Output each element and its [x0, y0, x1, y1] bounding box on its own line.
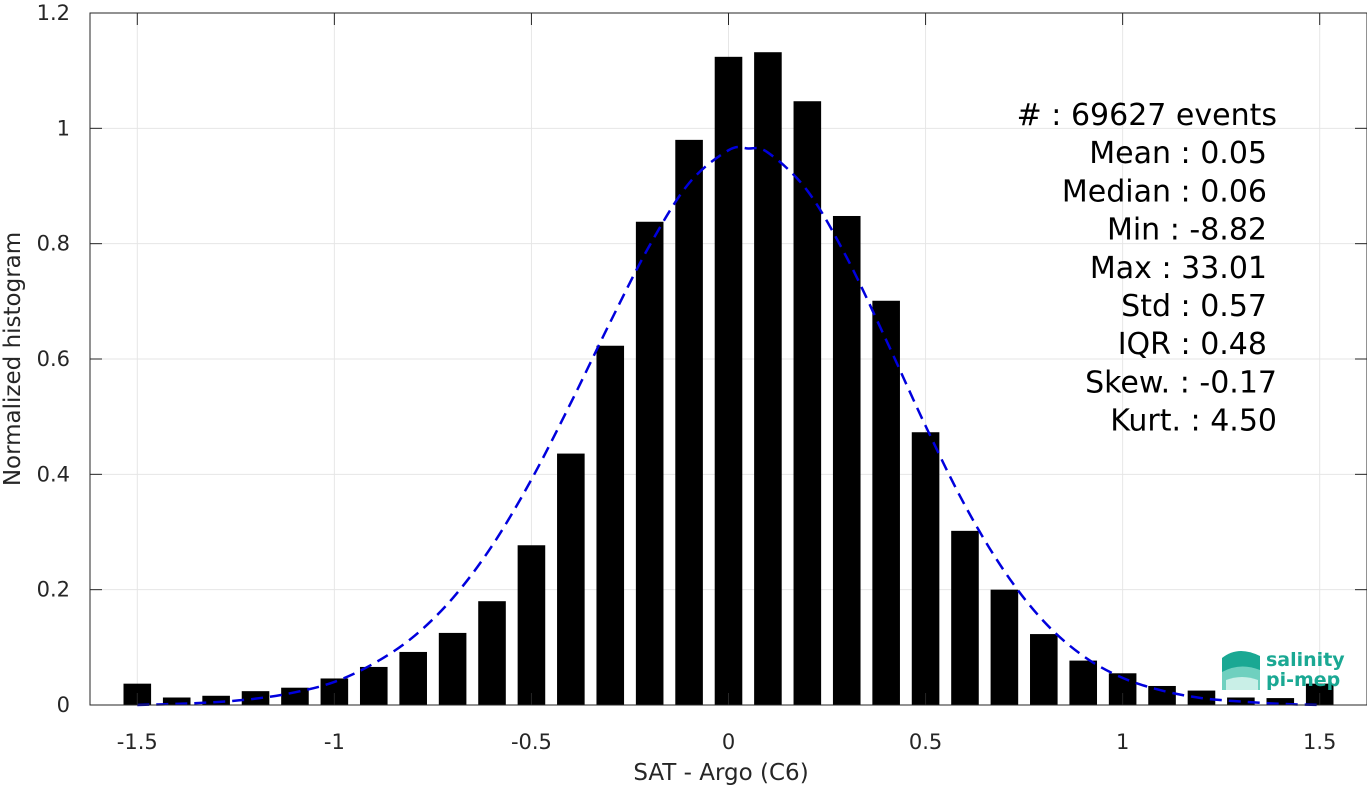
histogram-bar [438, 632, 467, 705]
histogram-bar [517, 545, 546, 705]
histogram-bar [1266, 698, 1295, 705]
salinity-pi-mep-logo: salinity pi-mep [1222, 649, 1345, 691]
x-tick-label: 0 [722, 730, 735, 754]
y-axis-label: Normalized histogram [0, 232, 26, 486]
x-tick-label: -0.5 [511, 730, 552, 754]
histogram-bar [754, 52, 782, 706]
y-tick-label: 0.8 [37, 232, 70, 256]
histogram-bar [162, 697, 191, 705]
histogram-bar [1227, 697, 1255, 705]
x-tick-label: 0.5 [909, 730, 942, 754]
stats-line: Mean : 0.05 [1089, 136, 1267, 171]
histogram-bar [872, 300, 900, 705]
histogram-bar [1069, 660, 1098, 705]
histogram-bar [557, 453, 585, 705]
stats-line: Min : -8.82 [1107, 213, 1267, 248]
histogram-bar [359, 666, 388, 705]
histogram-bar [1030, 634, 1058, 705]
histogram-bar [793, 101, 822, 706]
stats-line: IQR : 0.48 [1118, 327, 1267, 362]
histogram-bar [951, 530, 979, 705]
histogram-bar [202, 695, 230, 705]
x-tick-labels: -1.5 -1 -0.5 0 0.5 1 1.5 [117, 730, 1337, 754]
x-tick-label: 1.5 [1303, 730, 1336, 754]
y-tick-label: 0.2 [37, 578, 70, 602]
wave-logo-icon [1222, 650, 1260, 690]
stats-line: Skew. : -0.17 [1085, 365, 1277, 400]
logo-text-pi-mep: pi-mep [1266, 669, 1340, 691]
histogram-bar [281, 687, 309, 705]
histogram-bar [478, 601, 506, 705]
stats-line: Median : 0.06 [1062, 174, 1267, 209]
histogram-bars [123, 52, 1334, 706]
histogram-bar [1148, 685, 1176, 705]
histogram-bar [596, 345, 625, 705]
axis-ticks [90, 12, 1367, 706]
y-tick-label: 0 [57, 693, 70, 717]
histogram-bar [911, 432, 940, 705]
stats-line: Max : 33.01 [1090, 251, 1267, 286]
y-tick-label: 1 [57, 116, 70, 140]
x-tick-label: -1 [324, 730, 345, 754]
histogram-bar [399, 651, 427, 705]
x-tick-label: -1.5 [117, 730, 158, 754]
fit-curve [137, 145, 1320, 707]
logo-text-salinity: salinity [1266, 649, 1345, 671]
y-tick-labels: 0 0.2 0.4 0.6 0.8 1 1.2 [37, 1, 70, 717]
x-axis-label: SAT - Argo (C6) [633, 760, 808, 786]
stats-line: # : 69627 events [1017, 98, 1277, 133]
y-tick-label: 0.4 [37, 462, 70, 486]
stats-line: Kurt. : 4.50 [1110, 404, 1277, 439]
y-tick-label: 1.2 [37, 1, 70, 25]
x-tick-label: 1 [1116, 730, 1129, 754]
histogram-bar [635, 221, 664, 705]
histogram-bar [990, 589, 1019, 705]
histogram-bar [675, 139, 703, 705]
y-tick-label: 0.6 [37, 347, 70, 371]
histogram-bar [714, 56, 743, 706]
histogram-bar [832, 215, 861, 705]
stats-line: Std : 0.57 [1121, 289, 1267, 324]
